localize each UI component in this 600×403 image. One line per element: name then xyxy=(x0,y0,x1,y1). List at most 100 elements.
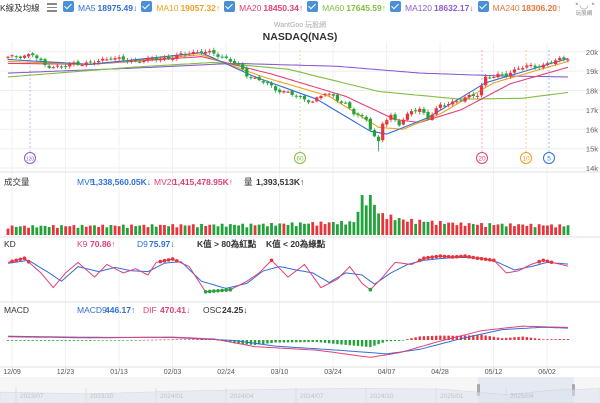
osc-bar xyxy=(216,339,220,341)
candle-body xyxy=(545,63,550,65)
ma-legend-item[interactable]: MA120 18632.17↓ xyxy=(390,1,474,13)
ma-legend-item[interactable]: MA5 18975.49↓ xyxy=(63,1,137,13)
candle-body xyxy=(204,51,208,54)
volume-bar xyxy=(68,226,72,235)
candle-body xyxy=(558,57,562,61)
osc-bar xyxy=(484,335,487,340)
kd-red-dot xyxy=(10,259,14,264)
checkbox-icon[interactable] xyxy=(307,1,319,12)
volume-bar xyxy=(76,227,80,235)
candle-body xyxy=(134,59,138,61)
volume-bar xyxy=(93,225,96,235)
osc-bar xyxy=(80,340,84,341)
ma-legend-item[interactable]: MA240 18306.20↑ xyxy=(477,1,561,13)
checkbox-icon[interactable] xyxy=(63,1,75,12)
mv20-label: MV20 xyxy=(154,177,176,187)
volume-bar xyxy=(10,225,14,235)
volume-bar xyxy=(142,224,146,235)
osc-bar xyxy=(159,339,162,341)
volume-bar xyxy=(438,221,442,235)
candle-body xyxy=(113,58,117,60)
volume-bar xyxy=(517,224,520,235)
volume-bar xyxy=(504,226,508,235)
checkbox-icon[interactable] xyxy=(477,1,489,12)
osc-bar xyxy=(360,340,364,347)
osc-bar xyxy=(327,340,331,344)
osc-bar xyxy=(533,338,537,340)
candle-body xyxy=(504,73,508,76)
volume-bar xyxy=(406,221,409,235)
volume-bar xyxy=(323,224,327,235)
volume-bar xyxy=(397,218,401,235)
kd-red-dot xyxy=(487,257,492,262)
osc-bar xyxy=(39,340,43,341)
checkbox-icon[interactable] xyxy=(390,1,401,12)
volume-bar xyxy=(381,213,385,235)
volume-bar xyxy=(266,226,269,235)
candle-body xyxy=(442,105,447,107)
osc-bar xyxy=(179,339,183,340)
candle-body xyxy=(31,53,35,56)
osc-bar xyxy=(122,340,125,341)
osc-bar xyxy=(146,339,150,341)
ma5-line xyxy=(7,52,569,135)
candle-body xyxy=(516,68,521,70)
osc-bar xyxy=(295,340,298,343)
date-label: 04/28 xyxy=(431,369,449,376)
ma-legend-item[interactable]: MA20 18450.34↑ xyxy=(224,1,303,13)
kd-red-dot xyxy=(541,258,546,263)
volume-bar xyxy=(228,224,232,235)
volume-bar xyxy=(150,224,154,235)
osc-bar xyxy=(89,340,92,341)
ma-legend-item[interactable]: MA60 17645.59↑ xyxy=(307,1,386,13)
volume-bar xyxy=(480,223,483,235)
date-label: 12/09 xyxy=(3,369,21,376)
candle-body xyxy=(426,111,430,120)
volume-bar xyxy=(56,227,59,235)
marker-label: 20 xyxy=(478,156,486,163)
candle-body xyxy=(401,119,405,125)
osc-bar xyxy=(163,339,166,341)
osc-bar xyxy=(299,340,302,343)
volume-bar xyxy=(14,226,18,235)
osc-bar xyxy=(385,340,389,342)
volume-bar xyxy=(187,225,191,235)
volume-bar xyxy=(546,225,549,235)
candle-body xyxy=(191,51,195,54)
osc-bar xyxy=(237,340,240,344)
header-title: K線及均線 xyxy=(0,3,40,13)
date-label: 02/24 xyxy=(217,369,235,376)
overview-area xyxy=(0,388,600,403)
volume-bar xyxy=(274,225,278,235)
volume-bar xyxy=(43,225,47,235)
volume-bar xyxy=(224,226,228,235)
kd-red-dot xyxy=(545,259,550,264)
candle-body xyxy=(475,95,480,97)
osc-bar xyxy=(410,338,413,340)
candle-body xyxy=(455,101,459,103)
price-tick-label: 18k xyxy=(586,87,598,96)
kd-red-dot xyxy=(166,258,171,262)
kd-red-dot xyxy=(162,258,167,263)
candle-body xyxy=(142,60,146,63)
volume-bar xyxy=(303,223,306,235)
date-label: 02/03 xyxy=(164,369,182,376)
checkbox-icon[interactable] xyxy=(224,1,236,12)
checkbox-icon[interactable] xyxy=(141,1,153,12)
osc-bar xyxy=(130,340,133,341)
volume-bar xyxy=(414,223,418,235)
osc-bar xyxy=(200,339,203,340)
candle-body xyxy=(166,56,171,60)
ma-legend-item[interactable]: MA10 19057.32↑ xyxy=(141,1,220,13)
osc-bar xyxy=(307,340,310,343)
menu-icon[interactable] xyxy=(46,3,57,12)
volume-bar xyxy=(6,228,10,235)
candle-body xyxy=(311,101,315,103)
candle-body xyxy=(6,56,10,58)
osc-bar xyxy=(393,340,397,342)
volume-bar xyxy=(455,225,459,235)
candle-body xyxy=(158,58,162,61)
volume-bar xyxy=(18,226,22,235)
volume-bar xyxy=(315,225,319,235)
osc-bar xyxy=(253,340,257,345)
